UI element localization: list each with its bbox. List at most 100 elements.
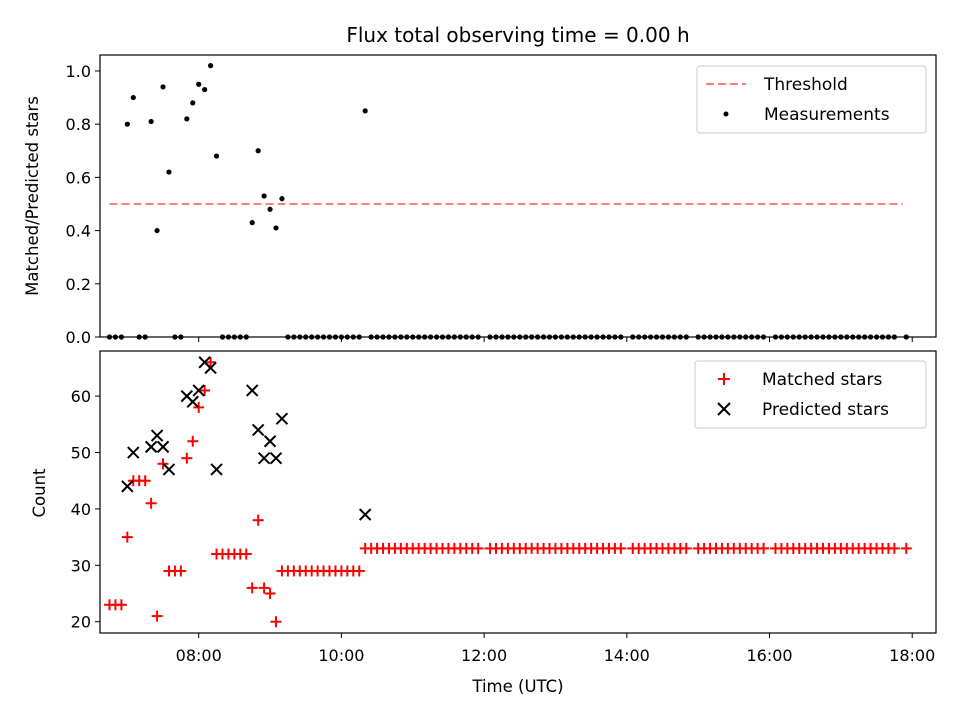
measurement-point: [273, 225, 279, 231]
bottom-y-tick-label: 60: [71, 387, 91, 406]
bottom-y-tick-label: 40: [71, 500, 91, 519]
matched-star-marker: [145, 497, 157, 509]
predicted-star-marker: [263, 435, 277, 448]
measurement-point: [279, 196, 285, 202]
legend-matched-label: Matched stars: [762, 370, 882, 390]
predicted-star-marker: [246, 384, 259, 397]
bottom-panel: Count Time (UTC) 20 30 40 50 60 08:00 10:00 12:…: [30, 350, 937, 696]
predicted-star-marker: [121, 480, 134, 493]
matched-star-marker: [199, 384, 211, 396]
measurement-point: [249, 220, 255, 226]
matched-star-marker: [139, 475, 151, 487]
top-axis-ticks: 0.0 0.2 0.4 0.6 0.8 1.0: [66, 62, 913, 347]
top-y-tick-label: 0.0: [66, 328, 91, 347]
matched-star-marker: [115, 599, 127, 611]
x-tick-label: 08:00: [176, 646, 222, 665]
matched-star-marker: [240, 548, 252, 560]
legend-predicted-swatch: [717, 402, 731, 416]
matched-star-marker: [900, 542, 912, 554]
predicted-star-marker: [162, 463, 176, 476]
measurement-point: [207, 63, 214, 69]
matched-star-marker: [205, 356, 217, 368]
matched-star-marker: [193, 401, 205, 413]
top-y-tick-label: 0.4: [66, 222, 91, 241]
measurement-point: [124, 121, 130, 127]
predicted-star-marker: [275, 412, 289, 425]
matched-star-marker: [151, 610, 163, 622]
x-tick-label: 14:00: [604, 646, 650, 665]
x-tick-label: 12:00: [461, 646, 507, 665]
measurement-point: [202, 86, 208, 93]
bottom-legend-box: [694, 360, 927, 429]
legend-threshold-label: Threshold: [763, 75, 848, 95]
predicted-star-marker: [251, 423, 265, 437]
matched-star-marker: [888, 542, 900, 554]
predicted-star-marker: [156, 440, 170, 454]
bottom-legend: Matched stars Predicted stars: [694, 360, 927, 429]
legend-matched-swatch: [718, 373, 730, 385]
matched-star-marker: [252, 514, 264, 526]
top-legend: Threshold Measurements: [696, 65, 927, 134]
matched-star-marker: [121, 531, 133, 543]
matched-star-marker: [264, 588, 276, 600]
measurement-point: [160, 84, 166, 90]
predicted-star-marker: [186, 395, 199, 408]
measurement-point: [166, 169, 172, 175]
predicted-stars-points: [121, 356, 372, 521]
measurement-point: [213, 153, 220, 159]
x-tick-label: 10:00: [318, 646, 364, 665]
predicted-star-marker: [358, 508, 372, 521]
measurement-point: [190, 100, 196, 106]
top-legend-box: [696, 65, 927, 134]
measurement-point: [154, 227, 160, 234]
legend-predicted-label: Predicted stars: [762, 400, 889, 420]
measurement-point: [148, 118, 154, 125]
predicted-star-marker: [127, 446, 140, 459]
measurement-point: [261, 193, 267, 199]
bottom-y-tick-label: 30: [71, 556, 91, 575]
top-y-axis-label: Matched/Predicted stars: [23, 96, 42, 296]
bottom-axis-ticks: 20 30 40 50 60 08:00 10:00 12:00 14:00 16:00 18:00: [71, 387, 936, 665]
matched-star-marker: [246, 582, 258, 594]
matched-star-marker: [175, 565, 187, 577]
bottom-y-tick-label: 50: [71, 444, 91, 463]
measurement-point: [196, 81, 202, 87]
matched-stars-points: [104, 356, 912, 628]
top-plot-frame: [99, 54, 937, 338]
matched-star-marker: [258, 582, 270, 594]
measurement-point: [362, 108, 368, 114]
predicted-star-marker: [192, 384, 205, 397]
bottom-y-tick-label: 20: [71, 613, 91, 632]
bottom-plot-frame: [99, 350, 937, 634]
x-axis-label: Time (UTC): [471, 677, 563, 696]
matched-star-marker: [615, 542, 627, 554]
measurement-point: [184, 116, 190, 122]
matched-star-marker: [472, 542, 484, 554]
predicted-star-marker: [150, 429, 164, 442]
matched-star-marker: [157, 458, 169, 470]
measurement-point: [255, 148, 261, 154]
top-y-tick-label: 0.6: [66, 168, 91, 187]
matched-star-marker: [758, 542, 770, 554]
legend-measurements-label: Measurements: [764, 105, 890, 125]
x-tick-label: 18:00: [889, 646, 935, 665]
chart-title: Flux total observing time = 0.00 h: [346, 23, 689, 47]
predicted-star-marker: [269, 451, 283, 465]
top-panel: Flux total observing time = 0.00 h Match…: [23, 23, 937, 347]
matched-star-marker: [270, 616, 282, 628]
legend-measurements-swatch: [723, 111, 729, 117]
measurement-point: [130, 94, 136, 101]
top-y-tick-label: 0.8: [66, 115, 91, 134]
predicted-star-marker: [210, 463, 223, 476]
predicted-star-marker: [204, 361, 217, 375]
top-y-tick-label: 1.0: [66, 62, 91, 81]
predicted-star-marker: [144, 440, 158, 454]
matched-star-marker: [181, 452, 193, 464]
measurement-point: [267, 206, 273, 212]
matched-star-marker: [187, 435, 199, 447]
matched-star-marker: [680, 542, 692, 554]
bottom-y-axis-label: Count: [30, 468, 49, 518]
matched-star-marker: [353, 565, 365, 577]
top-y-tick-label: 0.2: [66, 275, 91, 294]
